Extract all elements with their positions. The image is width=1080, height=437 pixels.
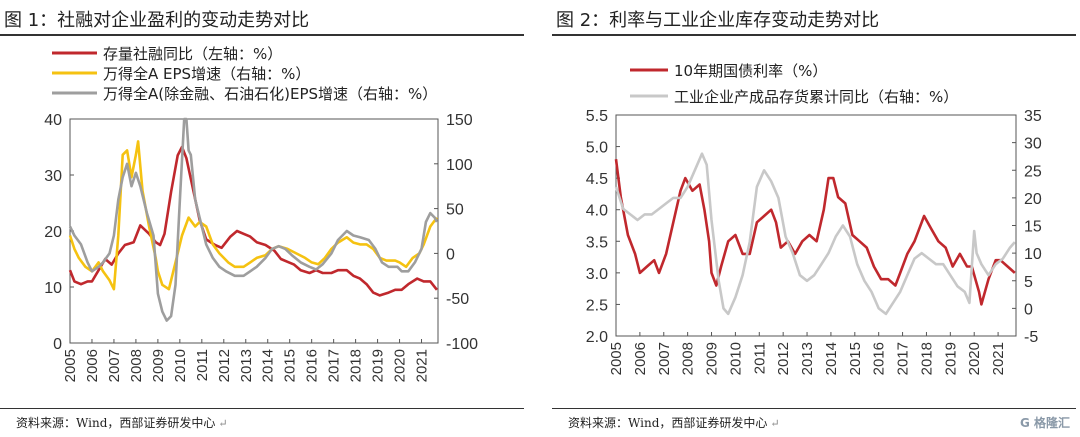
left-axis-tick-label: 5.5	[586, 108, 608, 125]
right-axis-tick-label: -50	[446, 291, 469, 308]
right-axis-tick-label: 30	[1024, 136, 1042, 153]
x-axis-tick-label: 2011	[751, 342, 768, 374]
x-axis-tick-label: 2020	[966, 342, 983, 375]
series-line-2	[68, 140, 438, 291]
x-axis-tick-label: 2011	[194, 349, 211, 381]
x-axis-tick-label: 2017	[895, 342, 912, 375]
x-axis-tick-label: 2009	[704, 342, 721, 375]
left-axis-tick-label: 40	[44, 112, 62, 129]
left-axis-tick-label: 2.5	[586, 297, 608, 314]
legend-label-2: 工业企业产成品存货累计同比（右轴：%）	[674, 88, 958, 106]
x-axis-tick-label: 2010	[172, 349, 189, 382]
left-axis-tick-label: 3.5	[586, 234, 608, 251]
right-axis-tick-label: -100	[446, 336, 478, 353]
paragraph-mark-icon: ↵	[218, 417, 228, 430]
x-axis-tick-label: 2008	[680, 342, 697, 375]
x-axis-tick-label: 2006	[84, 349, 101, 382]
right-axis-tick-label: 100	[446, 157, 473, 174]
watermark-logo-icon: G 格隆汇	[1019, 416, 1070, 430]
chart-title-2: 图 2：利率与工业企业库存变动走势对比	[556, 10, 880, 31]
left-axis-tick-label: 10	[44, 280, 62, 297]
x-axis-tick-label: 2016	[304, 349, 321, 382]
source-note-1: 资料来源：Wind，西部证券研发中心 ↵	[16, 414, 228, 431]
chart-panel-1: 图 1：社融对企业盈利的变动走势对比 0 10 20 30 40 -100 -50 0 50 10…	[0, 0, 530, 437]
chart-1-svg: 0 10 20 30 40 -100 -50 0 50 100 150 2005 2006 2007 200…	[44, 45, 478, 382]
x-axis-tick-label: 2013	[238, 349, 255, 382]
right-axis-tick-label: -5	[1024, 329, 1038, 346]
x-axis-tick-label: 2021	[990, 342, 1007, 375]
left-axis-tick-label: 2.0	[586, 329, 608, 346]
x-axis-tick-label: 2005	[608, 342, 625, 375]
right-axis-tick-label: 5	[1024, 274, 1033, 291]
left-axis-tick-label: 4.0	[586, 203, 608, 220]
x-axis-tick-label: 2014	[260, 349, 277, 382]
legend-label-3: 万得全A(除金融、石油石化)EPS增速（右轴：%）	[103, 85, 437, 103]
x-axis-tick-label: 2009	[150, 349, 167, 382]
right-axis-tick-label: 20	[1024, 191, 1042, 208]
title-rule-2	[552, 34, 1076, 36]
x-axis-tick-label: 2017	[326, 349, 343, 382]
right-axis-tick-label: 50	[446, 202, 464, 219]
x-axis-tick-label: 2005	[62, 349, 79, 382]
x-axis-tick-label: 2010	[727, 342, 744, 375]
x-axis-tick-label: 2019	[370, 349, 387, 382]
right-axis-tick-label: 35	[1024, 108, 1042, 125]
source-note-2: 资料来源：Wind，西部证券研发中心 ↵	[568, 414, 780, 431]
left-axis-tick-label: 4.5	[586, 171, 608, 188]
x-axis-tick-label: 2012	[216, 349, 233, 382]
left-axis-tick-label: 3.0	[586, 266, 608, 283]
series-line-1	[614, 159, 1016, 306]
x-axis-tick-label: 2015	[847, 342, 864, 375]
legend-label-1: 存量社融同比（左轴：%）	[103, 45, 282, 63]
x-axis-tick-label: 2020	[392, 349, 409, 382]
left-axis-tick-label: 0	[53, 336, 62, 353]
title-rule-1	[0, 34, 524, 36]
paragraph-mark-icon: ↵	[770, 417, 780, 430]
legend-label-1: 10年期国债利率（%）	[674, 62, 827, 80]
source-text-1: 资料来源：Wind，西部证券研发中心	[16, 416, 216, 430]
x-axis-tick-label: 2007	[106, 349, 123, 382]
x-axis-tick-label: 2014	[823, 342, 840, 375]
series-line-2	[614, 152, 1016, 316]
right-axis-tick-label: 25	[1024, 163, 1042, 180]
x-axis-tick-label: 2012	[775, 342, 792, 375]
right-axis-tick-label: 10	[1024, 246, 1042, 263]
right-axis-tick-label: 0	[446, 246, 455, 263]
right-axis-tick-label: 150	[446, 112, 473, 129]
left-axis-tick-label: 20	[44, 224, 62, 241]
left-axis-tick-label: 5.0	[586, 140, 608, 157]
x-axis-tick-label: 2013	[799, 342, 816, 375]
source-text-2: 资料来源：Wind，西部证券研发中心	[568, 416, 768, 430]
right-axis-tick-label: 0	[1024, 301, 1033, 318]
x-axis-tick-label: 2015	[282, 349, 299, 382]
series-line-1	[68, 145, 438, 297]
chart-2-svg: 2.0 2.5 3.0 3.5 4.0 4.5 5.0 5.5 -5 0 5 10 15 20 25 30 35…	[586, 62, 1042, 375]
chart-title-1: 图 1：社融对企业盈利的变动走势对比	[4, 10, 310, 31]
legend-label-2: 万得全A EPS增速（右轴：%）	[103, 65, 310, 83]
x-axis-tick-label: 2007	[656, 342, 673, 375]
x-axis-tick-label: 2008	[128, 349, 145, 382]
plot-frame	[615, 114, 1017, 337]
series-line-3	[68, 117, 439, 322]
source-rule-2	[552, 408, 1076, 409]
x-axis-tick-label: 2018	[918, 342, 935, 375]
x-axis-tick-label: 2021	[414, 349, 431, 382]
x-axis-tick-label: 2018	[348, 349, 365, 382]
chart-panel-2: 图 2：利率与工业企业库存变动走势对比 2.0 2.5 3.0 3.5 4.0 4.5 5.…	[552, 0, 1080, 437]
x-axis-tick-label: 2006	[632, 342, 649, 375]
right-axis-tick-label: 15	[1024, 219, 1042, 236]
source-rule-1	[0, 408, 524, 409]
x-axis-tick-label: 2019	[942, 342, 959, 375]
left-axis-tick-label: 30	[44, 168, 62, 185]
x-axis-tick-label: 2016	[871, 342, 888, 375]
